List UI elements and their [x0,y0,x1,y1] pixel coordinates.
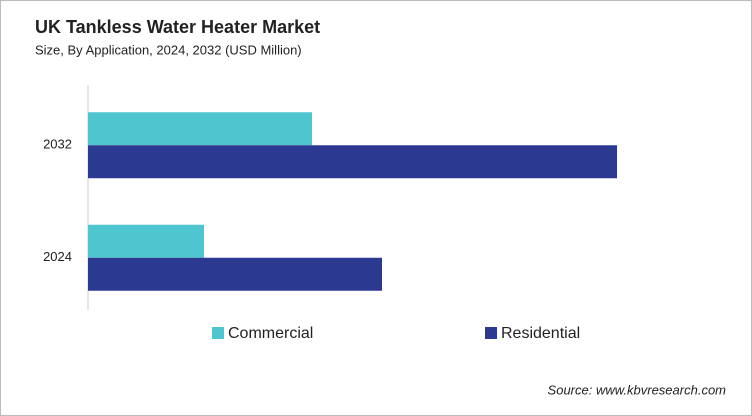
chart-title: UK Tankless Water Heater Market [35,17,320,37]
bar [88,257,382,291]
source: Source: www.kbvresearch.com [548,382,727,397]
y-tick-label: 2024 [43,249,72,264]
legend-swatch [485,327,497,339]
y-tick-label: 2032 [43,137,72,152]
bar [88,145,617,179]
legend-label: Commercial [228,325,313,342]
legend-label: Residential [501,325,580,342]
chart-subtitle: Size, By Application, 2024, 2032 (USD Mi… [35,42,302,57]
bar [88,112,312,146]
bar [88,224,204,258]
legend-swatch [212,327,224,339]
